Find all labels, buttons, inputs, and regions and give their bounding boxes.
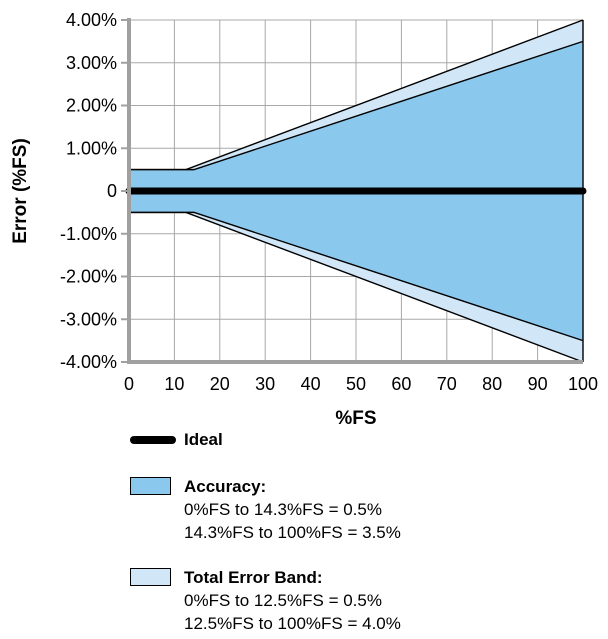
total-error-band-swatch — [130, 568, 171, 586]
x-tick-label: 50 — [346, 374, 366, 394]
y-tick-label: 3.00% — [66, 53, 117, 73]
legend-accuracy-line1: 0%FS to 14.3%FS = 0.5% — [184, 500, 382, 519]
legend-accuracy-line2: 14.3%FS to 100%FS = 3.5% — [184, 523, 401, 542]
legend-total-title: Total Error Band: — [184, 568, 323, 587]
x-axis-label: %FS — [335, 408, 376, 429]
y-tick-label: -2.00% — [60, 267, 117, 287]
legend-ideal-label: Ideal — [184, 430, 223, 449]
y-tick-label: -4.00% — [60, 352, 117, 372]
y-tick-label: -1.00% — [60, 224, 117, 244]
legend-accuracy-title: Accuracy: — [184, 477, 267, 496]
x-tick-label: 60 — [391, 374, 411, 394]
error-band-chart: 0 10 20 30 40 50 60 70 80 90 100 4.00% 3.00% 2.00% 1.… — [10, 10, 598, 429]
x-tick-label: 10 — [164, 374, 184, 394]
ideal-line-swatch — [130, 436, 176, 444]
y-tick-label: 1.00% — [66, 138, 117, 158]
x-tick-label: 90 — [528, 374, 548, 394]
y-axis-label: Error (%FS) — [10, 138, 31, 244]
y-tick-label: 0 — [107, 181, 117, 201]
x-tick-label: 100 — [568, 374, 598, 394]
x-tick-label: 20 — [210, 374, 230, 394]
y-tick-label: -3.00% — [60, 309, 117, 329]
accuracy-swatch — [130, 477, 171, 495]
y-tick-label: 2.00% — [66, 96, 117, 116]
x-tick-label: 70 — [437, 374, 457, 394]
x-tick-labels: 0 10 20 30 40 50 60 70 80 90 100 — [124, 374, 598, 394]
error-bands — [125, 19, 587, 363]
legend-total-line2: 12.5%FS to 100%FS = 4.0% — [184, 614, 401, 633]
y-tick-labels: 4.00% 3.00% 2.00% 1.00% 0 -1.00% -2.00% -3.00% -… — [60, 10, 117, 372]
x-tick-label: 80 — [482, 374, 502, 394]
legend-total-line1: 0%FS to 12.5%FS = 0.5% — [184, 591, 382, 610]
x-tick-label: 40 — [301, 374, 321, 394]
accuracy-lower-edge — [129, 211, 584, 342]
accuracy-upper-edge — [129, 40, 584, 171]
y-tick-label: 4.00% — [66, 10, 117, 30]
x-tick-label: 30 — [255, 374, 275, 394]
x-tick-label: 0 — [124, 374, 134, 394]
axes — [121, 18, 583, 364]
